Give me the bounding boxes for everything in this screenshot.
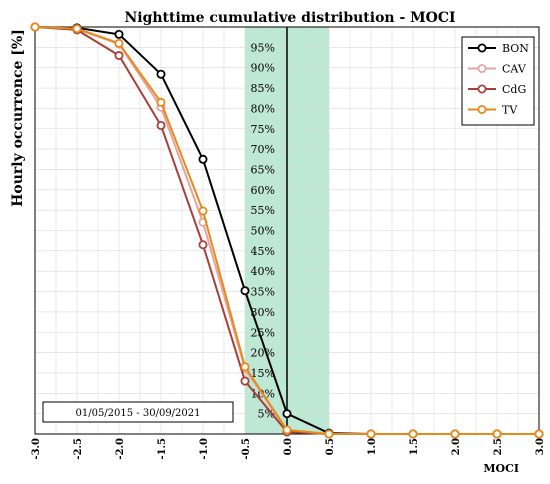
x-tick-label: -2.5 (73, 438, 84, 460)
data-point-tv (30, 22, 40, 32)
x-tick-label: 2.0 (451, 438, 462, 455)
band-percent-label: 35% (251, 286, 275, 299)
data-point-bon (156, 69, 166, 79)
legend-label-bon: BON (502, 42, 529, 55)
data-point-tv (282, 425, 292, 435)
band-percent-label: 95% (251, 41, 275, 54)
x-tick-label: -3.0 (31, 438, 42, 460)
legend-marker-tv (477, 105, 487, 115)
chart-title: Nighttime cumulative distribution - MOCI (124, 10, 455, 26)
x-tick-label: 3.0 (535, 438, 546, 455)
data-point-cdg (156, 120, 166, 130)
data-point-tv (240, 362, 250, 372)
data-point-tv (408, 429, 418, 439)
legend-marker-cdg (477, 84, 487, 94)
legend: BON CAV CdG TV (461, 36, 535, 126)
band-percent-label: 55% (251, 204, 275, 217)
data-point-cdg (240, 376, 250, 386)
legend-marker-cav (477, 64, 487, 74)
x-tick-label: 0.5 (325, 438, 336, 455)
x-tick-label: -2.0 (115, 438, 126, 460)
x-tick-label: 2.5 (493, 438, 504, 455)
data-point-cdg (198, 240, 208, 250)
data-point-bon (240, 286, 250, 296)
data-point-tv (72, 24, 82, 34)
data-point-tv (114, 38, 124, 48)
x-tick-labels: -3.0 -2.5 -2.0 -1.5 -1.0 -0.5 0.0 0.5 1.0 1.5 2.0 2… (31, 438, 546, 460)
band-percent-label: 85% (251, 82, 275, 95)
band-percent-label: 20% (251, 347, 275, 360)
date-range-box: 01/05/2015 - 30/09/2021 (42, 401, 234, 423)
band-percent-label: 70% (251, 143, 275, 156)
legend-label-cav: CAV (502, 63, 527, 76)
data-point-tv (450, 429, 460, 439)
y-axis-label: Hourly occurrence [%] (10, 29, 26, 207)
band-percent-label: 40% (251, 265, 275, 278)
legend-marker-bon (477, 43, 487, 53)
grid (35, 27, 539, 434)
band-percent-label: 90% (251, 62, 275, 75)
band-percent-label: 75% (251, 123, 275, 136)
legend-label-tv: TV (502, 104, 518, 117)
data-point-tv (366, 429, 376, 439)
series-lines (30, 22, 544, 439)
data-point-tv (534, 429, 544, 439)
date-range-label: 01/05/2015 - 30/09/2021 (75, 408, 200, 419)
legend-label-cdg: CdG (502, 83, 526, 96)
data-point-bon (282, 409, 292, 419)
x-tick-label: 1.5 (409, 438, 420, 455)
data-point-tv (492, 429, 502, 439)
band-labels: 5%10%15%20%25%30%35%40%45%50%55%60%65%70… (251, 41, 275, 420)
x-tick-label: -1.0 (199, 438, 210, 460)
band-percent-label: 60% (251, 184, 275, 197)
x-tick-label: -0.5 (241, 438, 252, 460)
band-percent-label: 80% (251, 102, 275, 115)
data-point-bon (198, 154, 208, 164)
x-tick-label: -1.5 (157, 438, 168, 460)
band-percent-label: 25% (251, 326, 275, 339)
data-point-cdg (114, 50, 124, 60)
band-percent-label: 50% (251, 225, 275, 238)
band-percent-label: 45% (251, 245, 275, 258)
data-point-tv (198, 206, 208, 216)
data-point-tv (324, 429, 334, 439)
band-percent-label: 15% (251, 367, 275, 380)
band-percent-label: 65% (251, 163, 275, 176)
data-point-bon (114, 29, 124, 39)
x-axis-label: MOCI (483, 462, 519, 475)
x-tick-label: 0.0 (283, 438, 294, 455)
data-point-tv (156, 97, 166, 107)
band-percent-label: 30% (251, 306, 275, 319)
x-tick-label: 1.0 (367, 438, 378, 455)
